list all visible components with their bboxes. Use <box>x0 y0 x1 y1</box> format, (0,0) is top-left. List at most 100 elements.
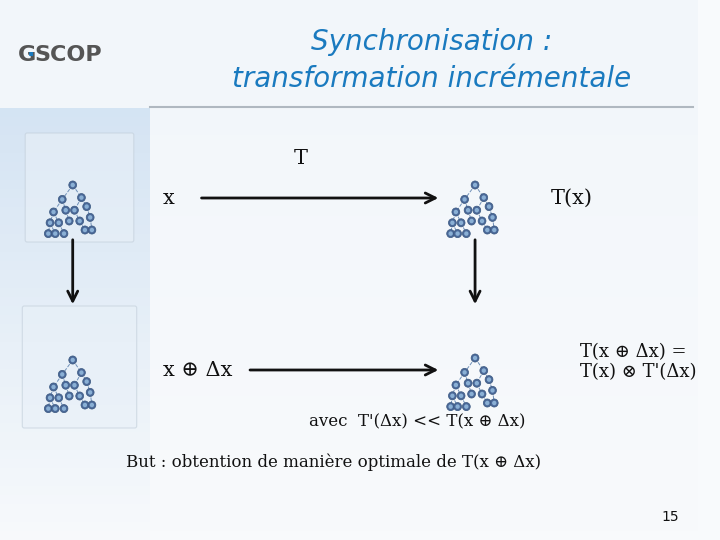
Circle shape <box>452 381 460 389</box>
Circle shape <box>78 193 86 201</box>
Bar <box>150 63 698 72</box>
Circle shape <box>83 403 87 407</box>
Bar <box>150 99 698 108</box>
Bar <box>150 0 698 9</box>
Circle shape <box>473 206 481 214</box>
Bar <box>0 144 150 153</box>
Bar <box>150 306 698 315</box>
Bar <box>150 72 698 81</box>
Bar <box>150 333 698 342</box>
Bar <box>150 117 698 126</box>
Circle shape <box>71 357 75 362</box>
Circle shape <box>48 395 53 400</box>
Circle shape <box>79 370 84 375</box>
Circle shape <box>55 394 63 402</box>
Circle shape <box>478 217 486 225</box>
Bar <box>150 405 698 414</box>
Bar <box>150 378 698 387</box>
Bar <box>150 459 698 468</box>
Text: Synchronisation :: Synchronisation : <box>311 28 552 56</box>
Bar <box>150 54 698 63</box>
Circle shape <box>62 206 70 214</box>
Circle shape <box>462 370 467 375</box>
Bar <box>150 45 698 54</box>
Bar <box>0 126 150 135</box>
Circle shape <box>446 230 454 238</box>
Circle shape <box>480 193 487 201</box>
Circle shape <box>450 394 454 398</box>
Circle shape <box>57 395 61 400</box>
Bar <box>150 342 698 351</box>
Bar <box>150 153 698 162</box>
Bar <box>0 36 150 45</box>
Bar <box>150 297 698 306</box>
Circle shape <box>86 213 94 221</box>
Bar <box>0 198 150 207</box>
Circle shape <box>482 368 486 373</box>
Circle shape <box>490 399 498 407</box>
Circle shape <box>454 383 458 387</box>
Bar <box>150 261 698 270</box>
Circle shape <box>63 383 68 388</box>
Bar <box>150 396 698 405</box>
Circle shape <box>492 401 496 405</box>
Circle shape <box>480 392 485 396</box>
Bar <box>150 81 698 90</box>
Bar <box>0 378 150 387</box>
Bar <box>150 171 698 180</box>
Bar <box>0 288 150 297</box>
Circle shape <box>60 197 64 201</box>
Bar <box>150 144 698 153</box>
Circle shape <box>461 195 469 204</box>
Circle shape <box>90 403 94 407</box>
Bar <box>150 495 698 504</box>
Circle shape <box>485 228 490 232</box>
Circle shape <box>464 404 469 409</box>
Circle shape <box>62 231 66 236</box>
Bar <box>0 54 150 63</box>
Bar <box>150 126 698 135</box>
Circle shape <box>461 368 469 376</box>
Circle shape <box>67 219 71 223</box>
Bar <box>0 216 150 225</box>
Circle shape <box>78 394 82 399</box>
Circle shape <box>62 407 66 411</box>
Bar <box>150 18 698 27</box>
Bar <box>150 522 698 531</box>
Circle shape <box>485 375 493 383</box>
Bar <box>0 360 150 369</box>
Circle shape <box>78 219 82 223</box>
Circle shape <box>84 379 89 384</box>
Circle shape <box>60 372 64 377</box>
Bar <box>150 324 698 333</box>
Bar <box>150 180 698 189</box>
Bar <box>0 477 150 486</box>
Circle shape <box>487 204 491 209</box>
Bar <box>150 198 698 207</box>
Bar <box>150 90 698 99</box>
Text: ·: · <box>27 45 35 65</box>
Circle shape <box>48 220 53 225</box>
Bar <box>0 468 150 477</box>
Circle shape <box>449 392 456 400</box>
Circle shape <box>58 195 66 204</box>
Circle shape <box>78 368 86 377</box>
Circle shape <box>90 228 94 232</box>
Text: But : obtention de manière optimale de T(x ⊕ Δx): But : obtention de manière optimale de T… <box>126 453 541 471</box>
Circle shape <box>489 386 496 394</box>
Bar <box>150 477 698 486</box>
Bar <box>0 306 150 315</box>
Bar <box>0 18 150 27</box>
Circle shape <box>71 183 75 187</box>
Bar <box>0 99 150 108</box>
Circle shape <box>485 401 490 405</box>
Circle shape <box>464 231 469 236</box>
Circle shape <box>452 208 460 216</box>
Bar <box>150 225 698 234</box>
Text: x ⊕ Δx: x ⊕ Δx <box>163 361 233 380</box>
Circle shape <box>88 390 92 395</box>
Bar <box>150 270 698 279</box>
Circle shape <box>45 404 53 413</box>
Circle shape <box>483 226 491 234</box>
Bar <box>150 288 698 297</box>
